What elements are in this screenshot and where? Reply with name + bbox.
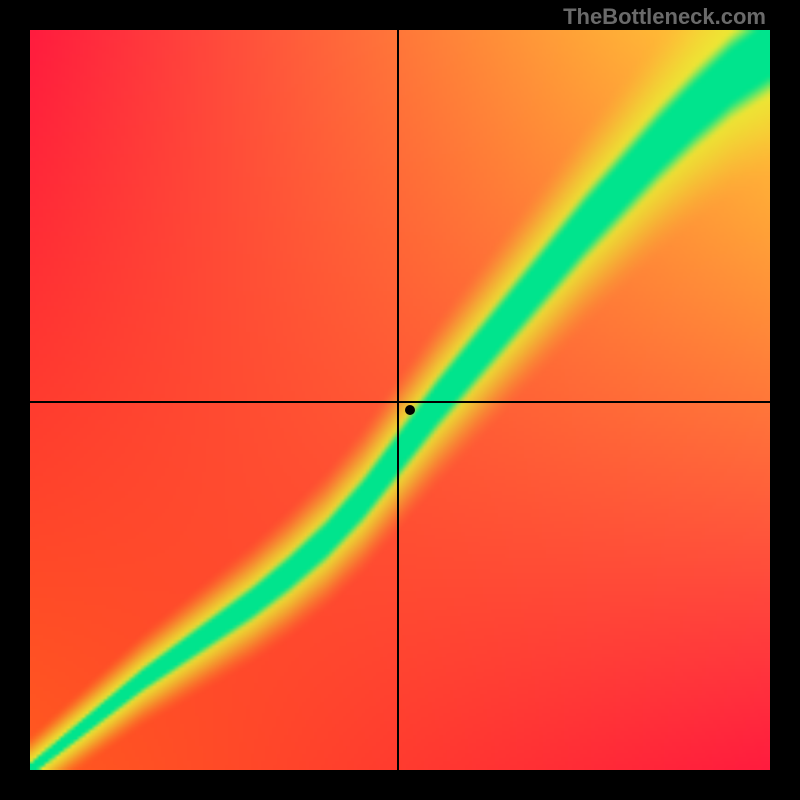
- heatmap-canvas: [30, 30, 770, 770]
- plot-area: [30, 30, 770, 770]
- watermark: TheBottleneck.com: [563, 4, 766, 30]
- selection-marker: [405, 405, 415, 415]
- crosshair-horizontal: [30, 401, 770, 403]
- crosshair-vertical: [397, 30, 399, 770]
